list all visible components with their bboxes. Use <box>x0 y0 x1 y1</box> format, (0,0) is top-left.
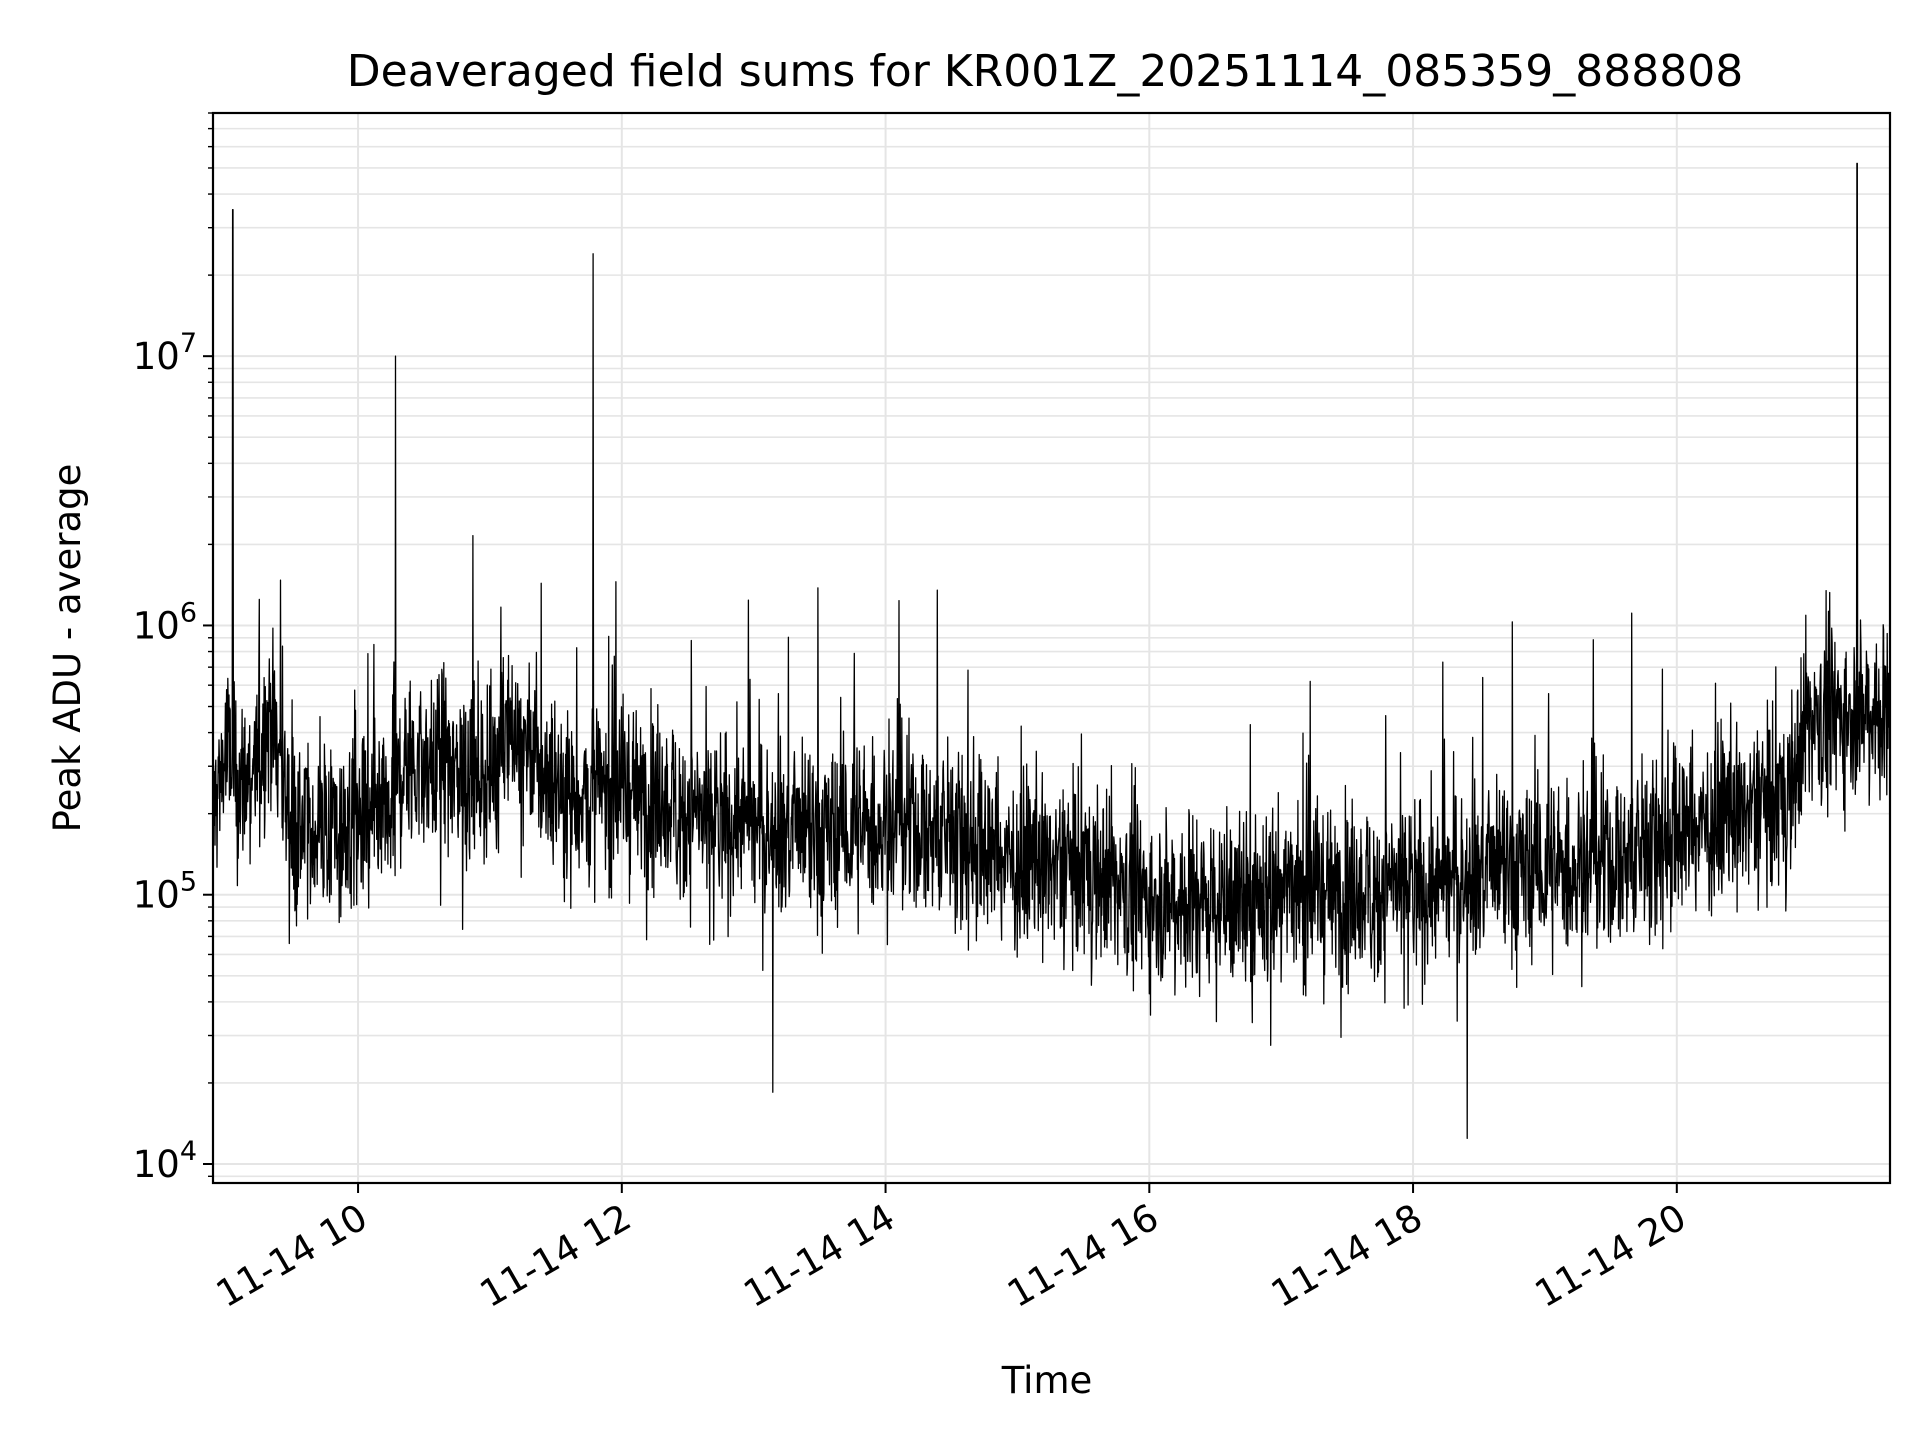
y-tick-label: 107 <box>133 328 197 378</box>
plot-area-frame <box>211 111 1892 1185</box>
series-line <box>213 162 1890 1140</box>
x-axis-label: Time <box>1001 1359 1093 1402</box>
y-tick-label: 106 <box>133 597 197 647</box>
chart-title: Deaveraged field sums for KR001Z_2025111… <box>347 46 1743 97</box>
y-tick-label: 104 <box>133 1136 197 1186</box>
y-axis-label: Peak ADU - average <box>46 464 89 833</box>
y-tick-label: 105 <box>133 867 197 917</box>
series-layer <box>213 162 1890 1140</box>
